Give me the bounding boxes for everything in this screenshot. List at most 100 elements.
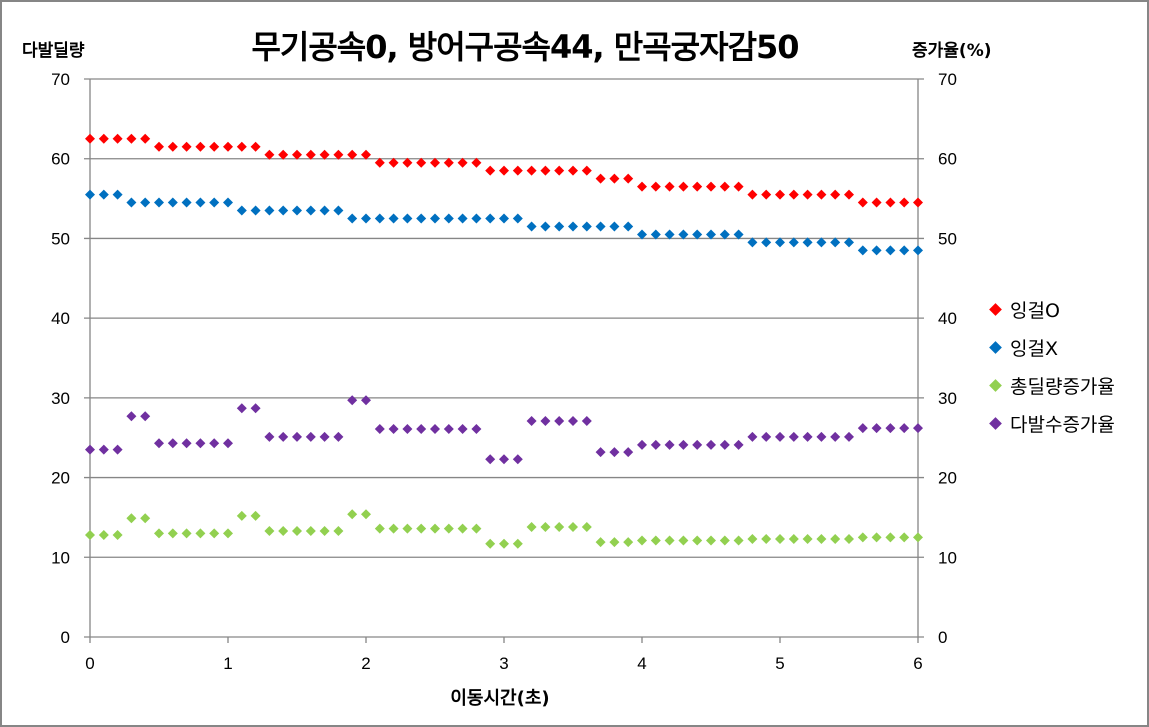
data-point (98, 133, 109, 144)
data-point (568, 521, 578, 532)
data-point (416, 523, 427, 534)
data-point (112, 444, 123, 455)
data-point (181, 141, 192, 152)
data-point (305, 149, 316, 160)
data-point (292, 431, 302, 442)
data-point (319, 149, 330, 160)
data-point (568, 165, 578, 176)
data-point (595, 537, 606, 548)
data-point (305, 431, 316, 442)
data-point (871, 245, 882, 256)
data-point (706, 535, 716, 546)
data-point (347, 509, 358, 520)
data-point (692, 439, 703, 450)
data-point (581, 521, 592, 532)
data-point (540, 521, 551, 532)
chart-title: 무기공속0, 방어구공속44, 만곡궁자감50 (251, 28, 799, 66)
data-point (236, 403, 247, 414)
data-point (623, 221, 634, 232)
data-point (236, 205, 247, 216)
data-point (706, 439, 716, 450)
data-point (195, 197, 206, 208)
data-point (678, 535, 689, 546)
data-point (816, 431, 827, 442)
data-point (361, 213, 371, 224)
data-point (899, 423, 910, 434)
data-point (568, 221, 578, 232)
data-point (733, 229, 744, 240)
data-point (512, 454, 523, 465)
data-point (430, 157, 440, 168)
data-point (761, 237, 772, 248)
data-point (885, 423, 896, 434)
series-잉걸O (85, 133, 923, 208)
data-point (305, 525, 316, 536)
data-point (512, 538, 523, 549)
data-point (844, 237, 854, 248)
data-point (788, 237, 799, 248)
data-point (692, 181, 703, 192)
data-point (664, 229, 675, 240)
data-point (98, 529, 109, 540)
data-point (844, 533, 854, 544)
data-point (374, 523, 385, 534)
legend-label: 총딜량증가율 (1010, 375, 1115, 398)
data-point (167, 197, 178, 208)
data-point (443, 157, 454, 168)
data-point (499, 538, 509, 549)
x-tick: 0 (85, 654, 94, 673)
y-tick-left: 0 (61, 628, 70, 647)
x-tick: 5 (775, 654, 784, 673)
diamond-marker-icon (989, 416, 1002, 430)
y-tick-left: 70 (51, 70, 70, 89)
data-point (733, 439, 744, 450)
data-point (250, 403, 261, 414)
data-point (554, 221, 565, 232)
data-point (637, 181, 647, 192)
data-point (844, 431, 854, 442)
legend-item: 잉걸O (988, 290, 1115, 328)
data-point (678, 229, 689, 240)
data-point (623, 447, 634, 458)
data-point (802, 189, 813, 200)
data-point (361, 149, 371, 160)
data-point (292, 525, 302, 536)
data-point (913, 423, 923, 434)
data-point (554, 521, 565, 532)
data-point (857, 245, 868, 256)
data-point (236, 141, 247, 152)
data-point (816, 237, 827, 248)
data-point (664, 535, 675, 546)
data-point (154, 197, 164, 208)
data-point (126, 411, 137, 422)
data-point (733, 181, 744, 192)
data-point (499, 165, 509, 176)
data-point (609, 221, 620, 232)
data-point (471, 157, 482, 168)
data-point (885, 245, 896, 256)
data-point (761, 533, 772, 544)
data-point (319, 525, 330, 536)
data-point (871, 532, 882, 543)
data-point (98, 444, 109, 455)
data-point (416, 423, 427, 434)
y-tick-left: 20 (51, 469, 70, 488)
data-point (347, 149, 358, 160)
data-point (181, 438, 192, 449)
data-point (899, 197, 910, 208)
data-point (595, 221, 606, 232)
data-point (250, 205, 261, 216)
data-point (706, 181, 716, 192)
data-point (678, 181, 689, 192)
data-point (347, 213, 358, 224)
series-다발수증가율 (85, 395, 923, 465)
data-point (609, 447, 620, 458)
y-tick-left: 10 (51, 548, 70, 567)
data-point (761, 431, 772, 442)
data-point (761, 189, 772, 200)
legend-item: 다발수증가율 (988, 404, 1115, 442)
data-point (167, 528, 178, 539)
data-point (471, 423, 482, 434)
